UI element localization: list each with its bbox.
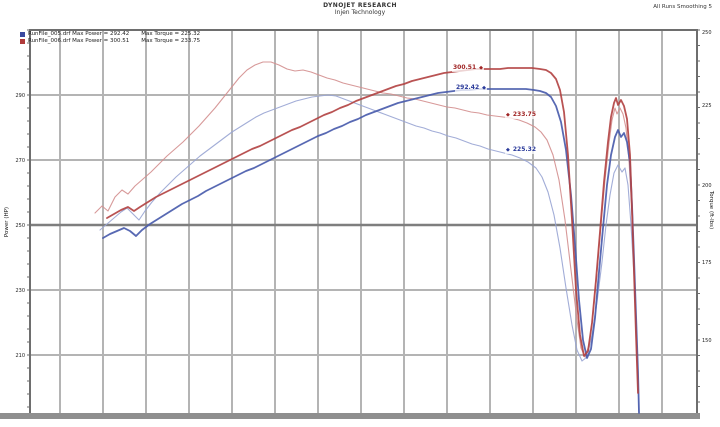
diamond-marker-icon: ◆	[506, 112, 510, 118]
right-axis-title: Torque (ft-lbs)	[708, 190, 714, 229]
run-legend: RunFile_005.drf Max Power = 292.42 Max To…	[20, 31, 200, 45]
chart-subtitle: Injen Technology	[334, 8, 386, 16]
left-axis-tick-label: 230	[15, 288, 25, 294]
left-axis-tick-label: 210	[15, 353, 25, 359]
diamond-marker-icon: ◆	[482, 85, 487, 91]
left-axis-tick-label: 270	[15, 158, 25, 164]
max-torque-red-label-value: 233.75	[512, 111, 537, 118]
legend-color-swatch	[20, 32, 25, 37]
right-axis-tick-label: 175	[702, 260, 712, 266]
right-axis-tick-label: 150	[702, 338, 712, 344]
max-torque-blue-label-value: 225.32	[512, 146, 537, 153]
smoothing-note: All Runs Smoothing 5	[653, 4, 712, 10]
diamond-marker-icon: ◆	[479, 65, 484, 71]
max-torque-blue-label: ◆ 225.32	[505, 146, 538, 154]
curve-torque-blue	[99, 94, 640, 413]
legend-run-maxpower-text: RunFile_006.drf Max Power = 300.51	[28, 38, 130, 44]
legend-color-swatch	[20, 39, 25, 44]
max-power-blue-label: 292.42 ◆	[455, 84, 488, 92]
left-axis-title: Power (HP)	[4, 207, 10, 237]
chart-title: DYNOJET RESEARCH	[323, 2, 397, 9]
left-axis-tick-label: 290	[15, 93, 25, 99]
curve-power-red	[106, 67, 639, 394]
legend-run-maxtorque-text: Max Torque = 233.75	[141, 38, 201, 44]
max-power-blue-label-value: 292.42	[456, 84, 480, 91]
legend-run-maxpower-text: RunFile_005.drf Max Power = 292.42	[28, 31, 130, 37]
legend-row-blue: RunFile_005.drf Max Power = 292.42 Max To…	[20, 31, 200, 38]
legend-run-maxtorque-text: Max Torque = 225.32	[141, 31, 201, 37]
right-axis-tick-label: 225	[702, 103, 712, 109]
max-power-red-label-value: 300.51	[453, 64, 477, 71]
right-axis-tick-label: 200	[702, 183, 712, 189]
chart-header: DYNOJET RESEARCH Injen Technology	[0, 2, 720, 17]
left-axis-tick-label: 250	[15, 223, 25, 229]
curve-power-blue	[102, 88, 640, 414]
legend-row-red: RunFile_006.drf Max Power = 300.51 Max To…	[20, 38, 200, 45]
x-axis-bar	[0, 413, 700, 419]
right-axis-tick-label: 250	[702, 30, 712, 36]
diamond-marker-icon: ◆	[506, 147, 510, 153]
max-torque-red-label: ◆ 233.75	[505, 111, 538, 119]
max-power-red-label: 300.51 ◆	[452, 64, 485, 72]
